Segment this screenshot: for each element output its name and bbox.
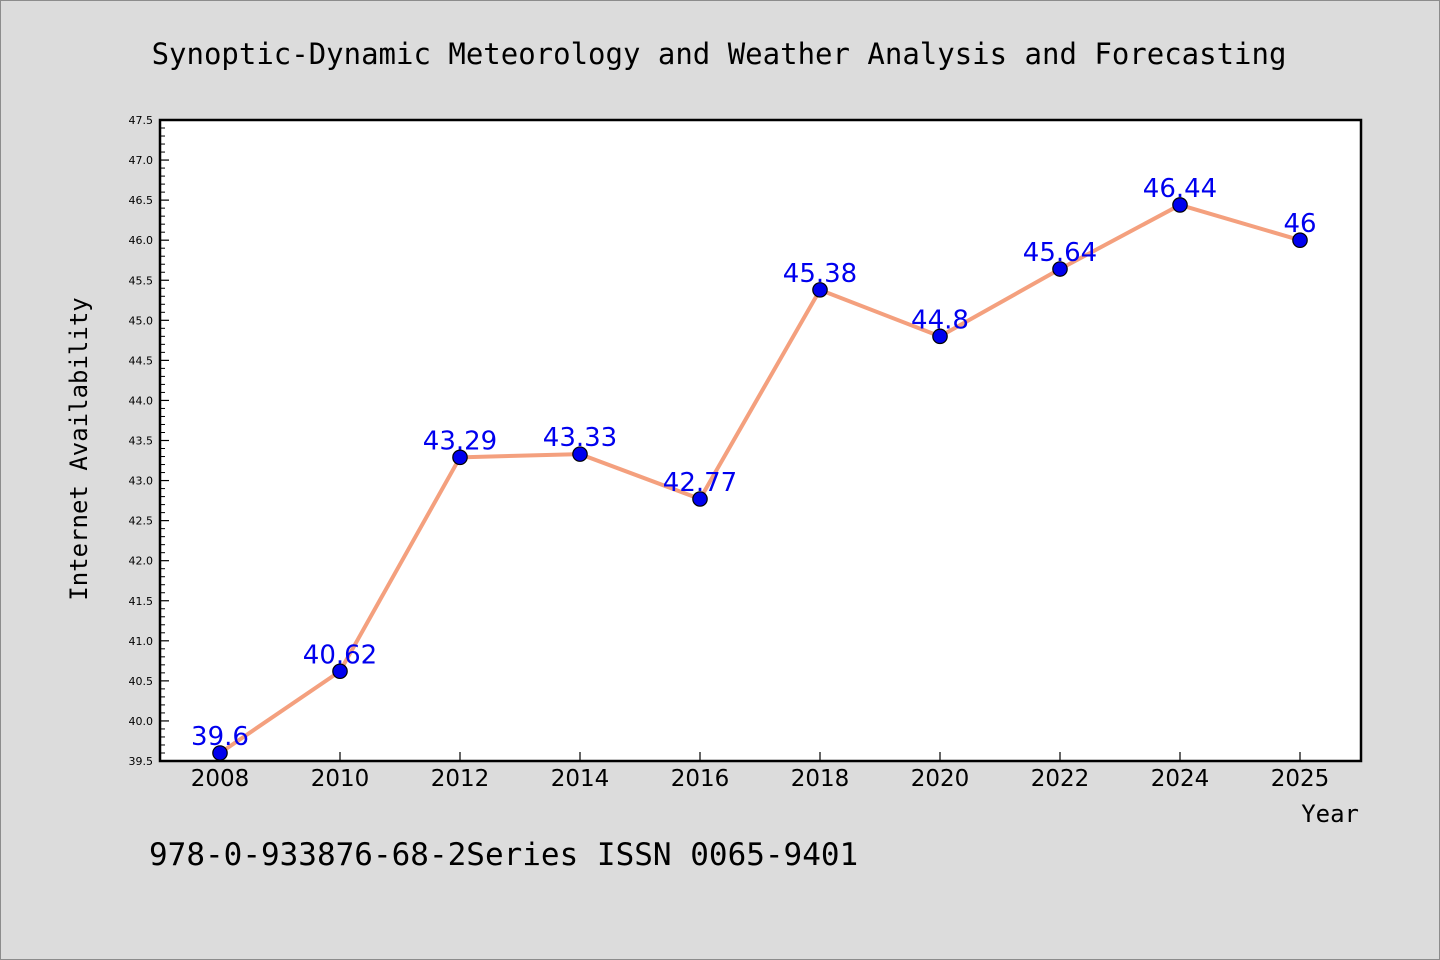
- y-tick-label: 47.5: [129, 114, 154, 127]
- series-line: [218, 202, 1302, 755]
- x-axis-label: Year: [1301, 800, 1359, 828]
- y-tick-label: 42.5: [129, 515, 154, 528]
- data-label: 43.33: [543, 423, 617, 453]
- data-point: [1052, 261, 1068, 277]
- data-point: [692, 491, 708, 507]
- data-label: 46: [1283, 209, 1316, 239]
- series-marker-group: [212, 197, 1308, 761]
- y-tick-label: 45.0: [129, 314, 154, 327]
- data-point: [332, 663, 348, 680]
- data-point: [812, 282, 828, 298]
- y-tick-label: 39.5: [129, 755, 154, 768]
- data-label: 39.6: [191, 722, 249, 752]
- x-tick-label: 2014: [551, 766, 610, 792]
- x-tick-label: 2025: [1271, 766, 1330, 792]
- y-tick-label: 40.5: [129, 675, 154, 688]
- data-label-group: 39.6 40.62 43.29 43.33 42.77 45.38 44.8 45.64 46…: [191, 174, 1316, 752]
- x-tick-label: 2008: [191, 766, 250, 792]
- x-tick-label: 2010: [311, 766, 370, 792]
- y-axis-label: Internet Availability: [65, 297, 93, 600]
- data-point: [1172, 197, 1188, 213]
- data-label: 45.38: [783, 259, 857, 289]
- y-tick-label: 44.5: [129, 354, 154, 367]
- y-axis: 39.5 40.0 40.5 41.0 41.5 42.0 42.5 43.0 43.5 44.0…: [129, 114, 169, 768]
- data-label: 40.62: [303, 640, 377, 670]
- series-line-group: [218, 202, 1302, 755]
- data-point: [932, 328, 948, 345]
- y-tick-label: 40.0: [129, 715, 154, 728]
- x-tick-label: 2016: [671, 766, 730, 792]
- data-point: [1292, 232, 1308, 248]
- footer-text: 978-0-933876-68-2Series ISSN 0065-9401: [149, 837, 858, 873]
- data-point: [452, 449, 468, 466]
- data-point: [572, 446, 588, 462]
- x-tick-label: 2024: [1151, 766, 1210, 792]
- y-tick-label: 46.5: [129, 194, 154, 207]
- data-label: 43.29: [423, 426, 497, 456]
- data-label: 42.77: [663, 468, 737, 498]
- x-tick-label: 2022: [1031, 766, 1090, 792]
- x-axis: 2008 2010 2012 2014 2016 2018 2020 2022 2024 2025: [191, 752, 1330, 792]
- data-label: 44.8: [911, 305, 969, 335]
- y-tick-label: 42.0: [129, 555, 154, 568]
- y-tick-label: 46.0: [129, 234, 154, 247]
- x-tick-label: 2020: [911, 766, 970, 792]
- y-tick-label: 47.0: [129, 154, 154, 167]
- data-label: 46.44: [1143, 174, 1217, 204]
- y-tick-label: 44.0: [129, 394, 154, 407]
- x-tick-label: 2012: [431, 766, 490, 792]
- data-point: [212, 745, 228, 761]
- y-tick-label: 43.5: [129, 435, 154, 448]
- data-label: 45.64: [1023, 238, 1097, 268]
- chart-title: Synoptic-Dynamic Meteorology and Weather…: [152, 37, 1287, 71]
- x-tick-label: 2018: [791, 766, 850, 792]
- y-tick-label: 41.0: [129, 635, 154, 648]
- y-tick-label: 43.0: [129, 475, 154, 488]
- plot-area: [158, 118, 1363, 763]
- y-tick-label: 41.5: [129, 595, 154, 608]
- y-tick-label: 45.5: [129, 274, 154, 287]
